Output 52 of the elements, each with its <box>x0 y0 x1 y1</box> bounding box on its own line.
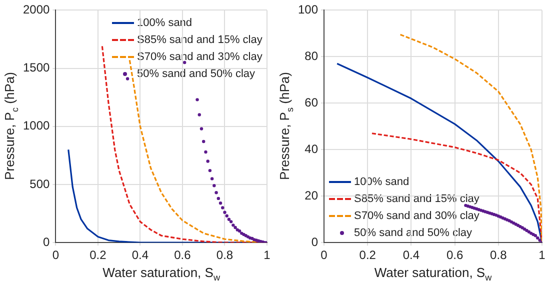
y-tick-label: 0 <box>311 234 318 249</box>
point <box>204 150 208 154</box>
point <box>234 226 237 230</box>
legend-label: S70% sand and 30% clay <box>354 210 480 222</box>
x-tick-label: 0.6 <box>174 248 192 262</box>
point <box>534 234 538 238</box>
point <box>212 184 216 188</box>
point <box>208 168 212 172</box>
x-tick-label: 0.4 <box>402 248 420 262</box>
point <box>198 113 201 116</box>
point <box>227 218 231 221</box>
legend-label: 50% sand and 50% clay <box>137 68 256 80</box>
x-tick-label: 0.6 <box>446 248 464 262</box>
x-tick-label: 0.8 <box>490 248 508 262</box>
x-tick-label: 0 <box>320 248 328 262</box>
point <box>210 177 214 180</box>
point <box>206 160 210 163</box>
y-tick-label: 1500 <box>22 60 50 75</box>
y-tick-label: 2000 <box>22 2 50 17</box>
point <box>229 220 233 224</box>
point <box>218 201 222 205</box>
point <box>538 238 542 242</box>
y-tick-label: 500 <box>30 176 50 191</box>
x-tick-label: 1 <box>538 248 546 262</box>
point <box>536 236 540 240</box>
x-axis-title: Water saturation, S$_{w}$ <box>374 264 492 282</box>
y-tick-label: 40 <box>304 142 318 156</box>
point <box>223 210 226 214</box>
x-tick-label: 0 <box>52 248 60 262</box>
y-tick-label: 80 <box>304 48 318 63</box>
point <box>126 77 130 80</box>
x-axis-title: Water saturation, S$_{w}$ <box>102 264 220 282</box>
point <box>196 98 199 102</box>
point <box>200 127 204 130</box>
point <box>232 224 235 227</box>
y-tick-label: 20 <box>304 188 318 202</box>
point <box>182 60 186 64</box>
point <box>225 214 228 218</box>
y-tick-label: 100 <box>298 2 318 17</box>
point <box>221 206 224 210</box>
point <box>216 196 220 200</box>
y-tick-label: 1000 <box>22 118 50 133</box>
x-tick-label: 0.2 <box>90 248 107 262</box>
x-tick-label: 0.4 <box>132 248 149 262</box>
x-tick-label: 1 <box>264 248 271 262</box>
x-tick-label: 0.8 <box>216 248 234 262</box>
x-tick-label: 0.2 <box>359 248 376 262</box>
point <box>202 140 206 144</box>
y-tick-label: 0 <box>43 234 50 249</box>
y-tick-label: 60 <box>304 95 318 110</box>
point <box>214 191 218 194</box>
point <box>527 230 531 234</box>
